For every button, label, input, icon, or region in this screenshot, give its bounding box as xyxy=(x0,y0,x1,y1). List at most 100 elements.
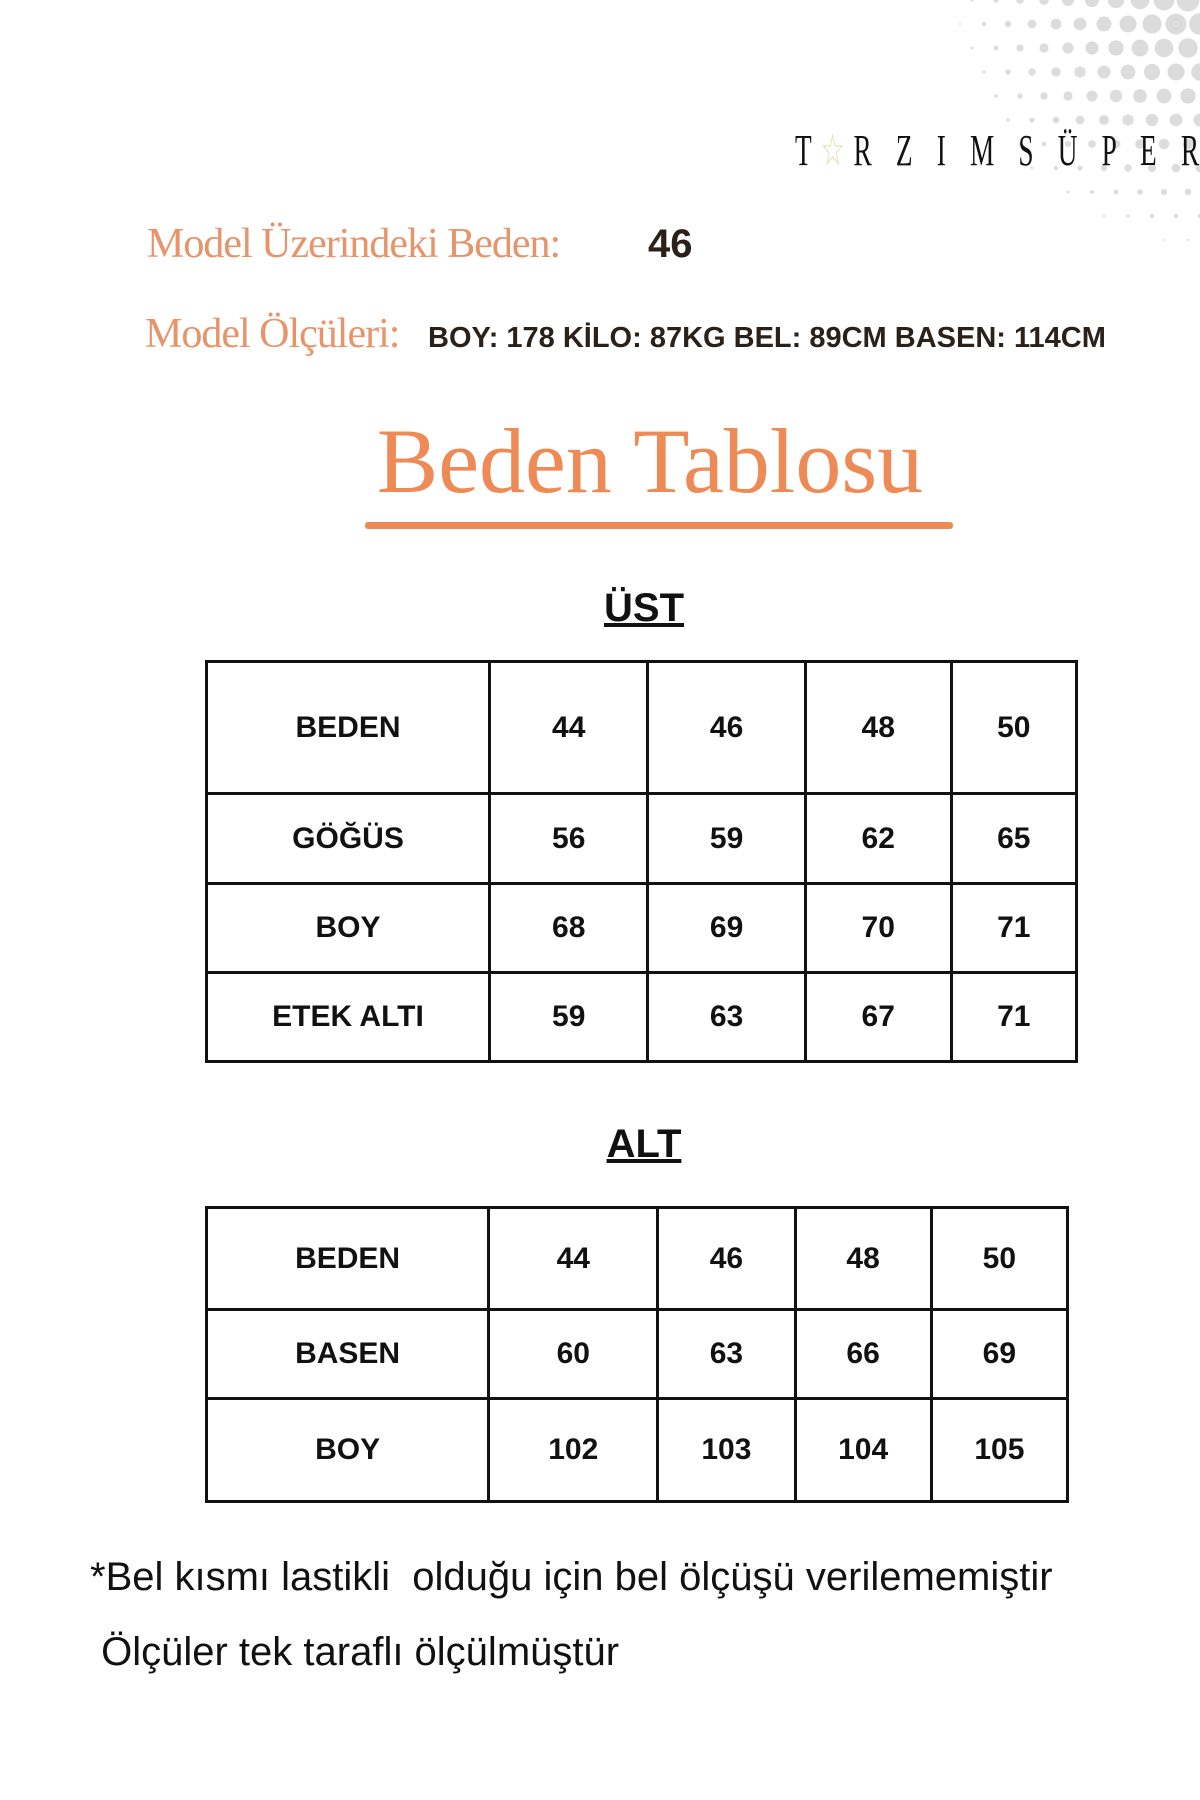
ust-heading: ÜST xyxy=(604,586,684,630)
halftone-dot xyxy=(1126,214,1130,218)
halftone-dot xyxy=(1097,65,1111,79)
halftone-dot xyxy=(1167,63,1185,81)
row-label-cell: BOY xyxy=(204,882,492,974)
value-cell: 46 xyxy=(656,1206,797,1311)
value-cell: 103 xyxy=(656,1397,797,1503)
halftone-dot xyxy=(981,21,987,27)
halftone-dot xyxy=(1113,189,1119,195)
value-cell: 70 xyxy=(803,882,953,974)
halftone-dot xyxy=(1016,44,1024,52)
halftone-dot xyxy=(1077,165,1083,171)
halftone-dot xyxy=(970,46,974,50)
halftone-dot xyxy=(1107,0,1125,9)
halftone-dot xyxy=(1109,89,1123,103)
halftone-dot xyxy=(1063,91,1073,101)
model-measurements-value: BOY: 178 KİLO: 87KG BEL: 89CM BASEN: 114… xyxy=(428,322,1106,354)
halftone-dot xyxy=(1004,20,1012,28)
table-row: GÖĞÜS 56 59 62 65 xyxy=(204,792,1079,885)
alt-heading: ALT xyxy=(606,1122,682,1166)
value-cell: 50 xyxy=(949,660,1079,795)
halftone-decoration xyxy=(958,0,1200,242)
halftone-dot xyxy=(1006,118,1010,122)
halftone-dot xyxy=(1153,0,1175,11)
value-cell: 66 xyxy=(793,1308,933,1400)
value-cell: 102 xyxy=(487,1397,660,1503)
halftone-dot xyxy=(1018,142,1022,146)
halftone-dot xyxy=(1050,18,1062,30)
halftone-dot xyxy=(1150,214,1154,218)
table-row: BOY 68 69 70 71 xyxy=(204,882,1079,974)
table-row: ETEK ALTI 59 63 67 71 xyxy=(204,971,1079,1063)
value-cell: 50 xyxy=(929,1206,1070,1311)
halftone-dot xyxy=(1189,13,1200,35)
halftone-dot xyxy=(1102,214,1106,218)
halftone-dot xyxy=(1154,38,1174,58)
value-cell: 104 xyxy=(793,1397,933,1503)
halftone-dot xyxy=(1062,42,1074,54)
halftone-dot xyxy=(1122,114,1134,126)
halftone-dot xyxy=(1193,113,1200,127)
table-row: BOY 102 103 104 105 xyxy=(204,1397,1070,1503)
value-cell: 105 xyxy=(929,1397,1070,1503)
halftone-dot xyxy=(1173,213,1179,219)
halftone-dot xyxy=(1165,13,1187,35)
halftone-dot xyxy=(993,45,999,51)
halftone-dot xyxy=(1120,64,1136,80)
halftone-dot xyxy=(1176,0,1200,12)
halftone-dot xyxy=(1142,14,1162,34)
halftone-dot xyxy=(1195,163,1200,173)
halftone-dot xyxy=(1066,190,1070,194)
halftone-dot xyxy=(1088,140,1096,148)
halftone-dot xyxy=(1135,139,1145,149)
halftone-dot xyxy=(994,94,998,98)
halftone-dot xyxy=(1085,41,1099,55)
model-size-label: Model Üzerindeki Beden: xyxy=(147,221,561,267)
table-row: BEDEN 44 46 48 50 xyxy=(204,660,1079,795)
halftone-dot xyxy=(982,70,986,74)
value-cell: 69 xyxy=(929,1308,1070,1400)
model-measurements-label: Model Ölçüleri: xyxy=(145,311,400,357)
value-cell: 71 xyxy=(949,971,1079,1063)
halftone-dot xyxy=(1160,188,1168,196)
value-cell: 71 xyxy=(949,882,1079,974)
page-title: Beden Tablosu xyxy=(376,410,924,512)
halftone-dot xyxy=(993,0,999,3)
halftone-dot xyxy=(1119,15,1137,33)
table-row: BASEN 60 63 66 69 xyxy=(204,1308,1070,1400)
halftone-dot xyxy=(1016,0,1024,4)
halftone-dot xyxy=(1108,40,1124,56)
halftone-dot xyxy=(1064,140,1072,148)
row-label-cell: BEDEN xyxy=(204,660,492,795)
value-cell: 44 xyxy=(487,1206,660,1311)
halftone-dot xyxy=(1186,238,1190,242)
ust-size-table: BEDEN 44 46 48 50 GÖĞÜS 56 59 62 65 BOY 68 69 70 71 ETE… xyxy=(204,660,1079,1063)
halftone-dot xyxy=(1143,63,1161,81)
value-cell: 62 xyxy=(803,792,953,885)
halftone-dot xyxy=(1124,164,1132,172)
halftone-dot xyxy=(1184,188,1192,196)
value-cell: 60 xyxy=(487,1308,660,1400)
halftone-dot xyxy=(1180,88,1196,104)
value-cell: 44 xyxy=(488,660,650,795)
row-label-cell: ETEK ALTI xyxy=(204,971,492,1063)
halftone-dot xyxy=(1191,63,1200,81)
note-measured: Ölçüler tek taraflı ölçülmüştür xyxy=(90,1630,620,1674)
value-cell: 68 xyxy=(488,882,650,974)
halftone-dot xyxy=(1074,66,1086,78)
value-cell: 63 xyxy=(656,1308,797,1400)
halftone-dot xyxy=(1073,17,1087,31)
halftone-dot xyxy=(1137,189,1143,195)
halftone-dot xyxy=(1182,138,1194,150)
halftone-dot xyxy=(1130,0,1150,10)
value-cell: 67 xyxy=(803,971,953,1063)
value-cell: 48 xyxy=(793,1206,933,1311)
value-cell: 46 xyxy=(646,660,807,795)
halftone-dot xyxy=(1197,213,1200,219)
halftone-dot xyxy=(1005,69,1011,75)
halftone-dot xyxy=(1178,38,1198,58)
halftone-dot xyxy=(1075,115,1085,125)
halftone-dot xyxy=(1041,141,1047,147)
row-label-cell: BASEN xyxy=(204,1308,491,1400)
value-cell: 65 xyxy=(949,792,1079,885)
halftone-dot xyxy=(1051,67,1061,77)
